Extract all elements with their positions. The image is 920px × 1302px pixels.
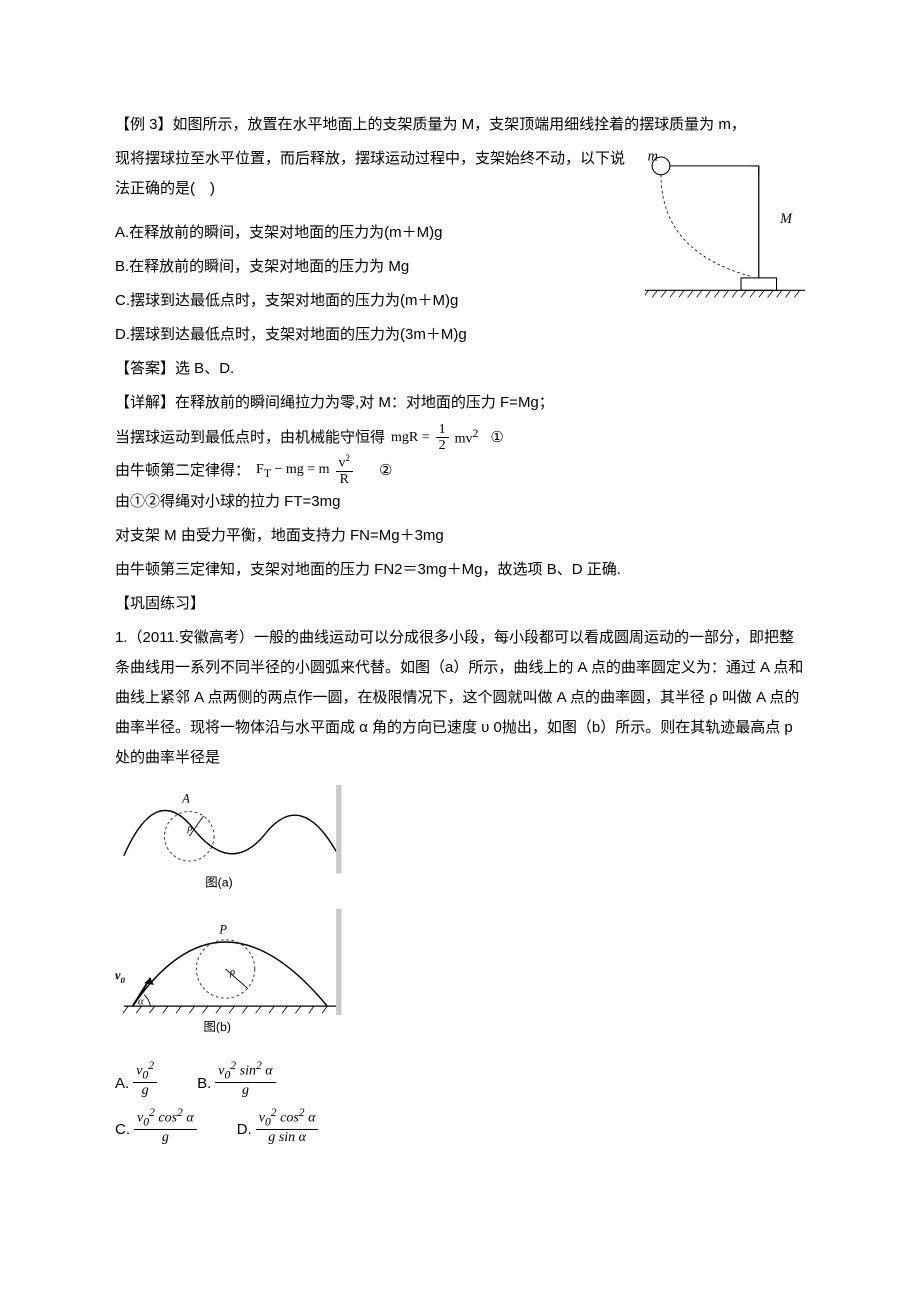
pendulum-diagram: m M — [645, 149, 805, 309]
option-D: D. v02 cos2 α g sin α — [237, 1107, 319, 1146]
example-label: 【例 3】 — [115, 116, 173, 133]
detail-line-a: 【详解】在释放前的瞬间绳拉力为零,对 M：对地面的压力 F=Mg； — [115, 388, 805, 418]
formula2-circ: ② — [379, 456, 392, 486]
ball-label: m — [648, 149, 658, 165]
formula1-post: mv2 — [455, 422, 479, 454]
practice-q1: 1.（2011.安徽高考）一般的曲线运动可以分成很多小段，每小段都可以看成圆周运… — [115, 623, 805, 773]
detail-e: 对支架 M 由受力平衡，地面支持力 FN=Mg＋3mg — [115, 521, 805, 551]
fig-b-alpha: α — [138, 997, 144, 1008]
detail-line-c: 由牛顿第二定律得： FT − mg = m v2 R ② — [115, 454, 805, 487]
answer-label: 【答案】 — [115, 360, 175, 377]
formula1-circ: ① — [490, 423, 503, 453]
formula1-frac: 1 2 — [436, 422, 449, 454]
formula1-pre: mgR = — [391, 424, 430, 452]
option-A: A. v02 g — [115, 1060, 157, 1099]
detail-f: 由牛顿第三定律知，支架对地面的压力 FN2＝3mg＋Mg，故选项 B、D 正确. — [115, 555, 805, 585]
fig-a-A: A — [181, 792, 190, 806]
detail-d: 由①②得绳对小球的拉力 FT=3mg — [115, 487, 805, 517]
fig-b-rho: ρ — [229, 967, 235, 978]
practice-num: 1.（2011.安徽高考） — [115, 629, 254, 646]
fig-a-rho: ρ — [187, 823, 193, 834]
detail-line-b: 当摆球运动到最低点时，由机械能守恒得 mgR = 1 2 mv2 ① — [115, 422, 805, 454]
detail-a: 在释放前的瞬间绳拉力为零,对 M：对地面的压力 F=Mg； — [175, 394, 554, 411]
choice-D: D.摆球到达最低点时，支架对地面的压力为(3m＋M)g — [115, 320, 805, 350]
detail-b-pre: 当摆球运动到最低点时，由机械能守恒得 — [115, 423, 385, 453]
stem-a: 如图所示，放置在水平地面上的支架质量为 M，支架顶端用细线拴着的摆球质量为 m， — [173, 116, 746, 133]
option-row-2: C. v02 cos2 α g D. v02 cos2 α g sin α — [115, 1107, 805, 1146]
fig-b-label: 图(b) — [203, 1020, 231, 1033]
option-B: B. v02 sin2 α g — [197, 1060, 276, 1099]
detail-c-pre: 由牛顿第二定律得： — [115, 456, 250, 486]
option-row-1: A. v02 g B. v02 sin2 α g — [115, 1060, 805, 1099]
answer-text: 选 B、D. — [175, 360, 234, 377]
fig-a-label: 图(a) — [205, 876, 233, 890]
fig-b-P: P — [218, 923, 227, 937]
practice-stem: 一般的曲线运动可以分成很多小段，每小段都可以看成圆周运动的一部分，即把整条曲线用… — [115, 629, 803, 766]
formula2-frac: v2 R — [336, 454, 354, 487]
option-C: C. v02 cos2 α g — [115, 1107, 197, 1146]
detail-label: 【详解】 — [115, 394, 175, 411]
example-3-stem-line1: 【例 3】如图所示，放置在水平地面上的支架质量为 M，支架顶端用细线拴着的摆球质… — [115, 110, 805, 140]
answer-line: 【答案】选 B、D. — [115, 354, 805, 384]
fig-b-v0: v0 — [115, 969, 126, 986]
curvature-figures: A ρ 图(a) ρ P v0 α 图(b) — [115, 785, 345, 1033]
formula2-lhs: FT − mg = m — [256, 456, 330, 485]
frame-label: M — [779, 211, 793, 227]
practice-header: 【巩固练习】 — [115, 589, 805, 619]
